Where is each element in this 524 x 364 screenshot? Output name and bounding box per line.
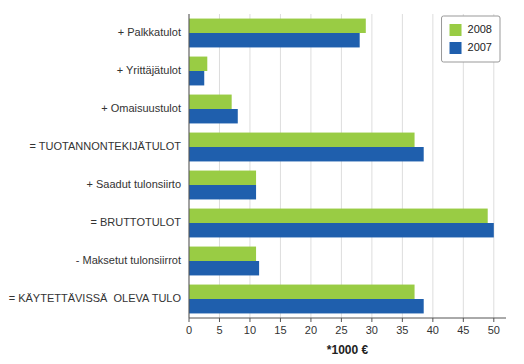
x-tick (310, 318, 311, 322)
x-axis-line (189, 318, 506, 319)
legend-label: 2007 (468, 41, 492, 53)
bar (189, 147, 424, 161)
grid-line (280, 14, 281, 318)
x-tick (371, 318, 372, 322)
grid-line (402, 14, 403, 318)
y-tick-label: - Maksetut tulonsiirrot (76, 254, 181, 266)
bar (189, 299, 424, 313)
x-tick (432, 318, 433, 322)
legend-label: 2008 (468, 23, 492, 35)
bar (189, 285, 415, 299)
grid-line (341, 14, 342, 318)
x-tick-label: 25 (335, 324, 347, 336)
grid-line (371, 14, 372, 318)
x-tick-label: 45 (457, 324, 469, 336)
bar (189, 57, 207, 71)
bar (189, 223, 494, 237)
x-tick (402, 318, 403, 322)
legend-swatch (450, 42, 462, 54)
y-axis-line (189, 14, 190, 318)
axes: 0 5 10 15 20 25 30 35 40 45 50 (186, 14, 506, 336)
y-tick-label: + Palkkatulot (118, 26, 181, 38)
x-tick (219, 318, 220, 322)
bar (189, 185, 256, 199)
legend-swatch (450, 24, 462, 36)
bar (189, 171, 256, 185)
y-tick-label: = BRUTTOTULOT (90, 216, 181, 228)
y-tick-label: + Yrittäjätulot (117, 64, 181, 76)
x-tick-label: 40 (427, 324, 439, 336)
x-tick-label: 50 (488, 324, 500, 336)
x-tick-label: 0 (186, 324, 192, 336)
grid-line (189, 14, 190, 318)
chart: = KÄYTETTÄVISSÄ OLEVA TULO - Maksetut tul… (0, 0, 524, 364)
bar (189, 133, 415, 147)
bars (189, 19, 494, 314)
bar (189, 19, 366, 33)
y-tick-label: + Saadut tulonsiirto (87, 178, 181, 190)
x-tick-label: 30 (366, 324, 378, 336)
bar (189, 71, 204, 85)
grid-line (310, 14, 311, 318)
legend-box (442, 16, 500, 62)
x-tick (463, 318, 464, 322)
bar (189, 109, 238, 123)
y-tick-label: + Omaisuustulot (101, 102, 181, 114)
x-tick (341, 318, 342, 322)
x-tick (249, 318, 250, 322)
y-tick-label: = TUOTANNONTEKIJÄTULOT (30, 140, 182, 152)
x-tick-label: 20 (305, 324, 317, 336)
grid-line (432, 14, 433, 318)
x-tick (280, 318, 281, 322)
x-tick-label: 5 (216, 324, 222, 336)
bar (189, 261, 259, 275)
y-tick-labels: = KÄYTETTÄVISSÄ OLEVA TULO - Maksetut tul… (9, 26, 182, 304)
bar (189, 33, 360, 47)
bar (189, 247, 256, 261)
x-tick-label: 10 (244, 324, 256, 336)
x-axis-label: *1000 € (327, 343, 369, 357)
x-tick-label: 35 (396, 324, 408, 336)
bar (189, 209, 488, 223)
y-tick-label: = KÄYTETTÄVISSÄ OLEVA TULO (9, 292, 182, 304)
x-tick-label: 15 (274, 324, 286, 336)
x-tick (189, 318, 190, 322)
x-tick (493, 318, 494, 322)
legend: 2008 2007 (442, 16, 500, 62)
bar (189, 95, 232, 109)
